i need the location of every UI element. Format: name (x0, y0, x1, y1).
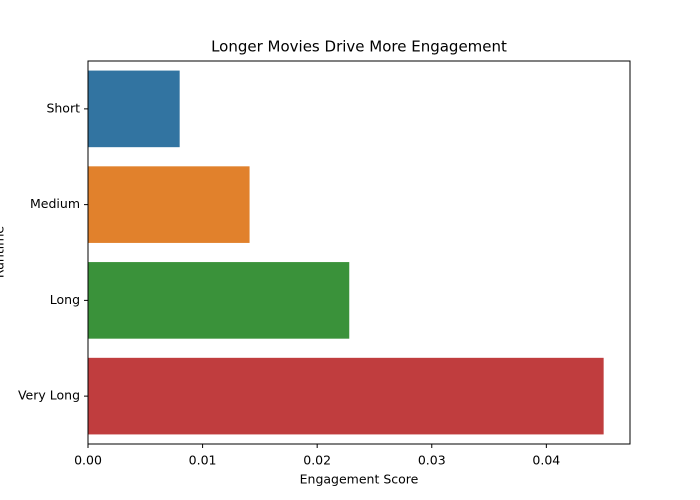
y-axis-label: Runtime (0, 226, 7, 279)
x-tick-label: 0.01 (189, 453, 217, 468)
x-tick-label: 0.03 (418, 453, 446, 468)
y-tick-label: Short (46, 100, 80, 115)
bar (88, 262, 350, 339)
chart-title: Longer Movies Drive More Engagement (211, 38, 507, 56)
y-tick-label: Long (50, 292, 80, 307)
bar (88, 70, 180, 148)
x-tick-label: 0.00 (74, 453, 102, 468)
plot-frame (87, 60, 631, 445)
x-tick-label: 0.04 (532, 453, 560, 468)
bar (88, 166, 250, 243)
x-tick-label: 0.02 (303, 453, 331, 468)
y-tick-label: Medium (30, 196, 80, 211)
bar (88, 357, 604, 435)
x-axis-label: Engagement Score (300, 472, 419, 487)
y-tick-label: Very Long (18, 388, 80, 403)
